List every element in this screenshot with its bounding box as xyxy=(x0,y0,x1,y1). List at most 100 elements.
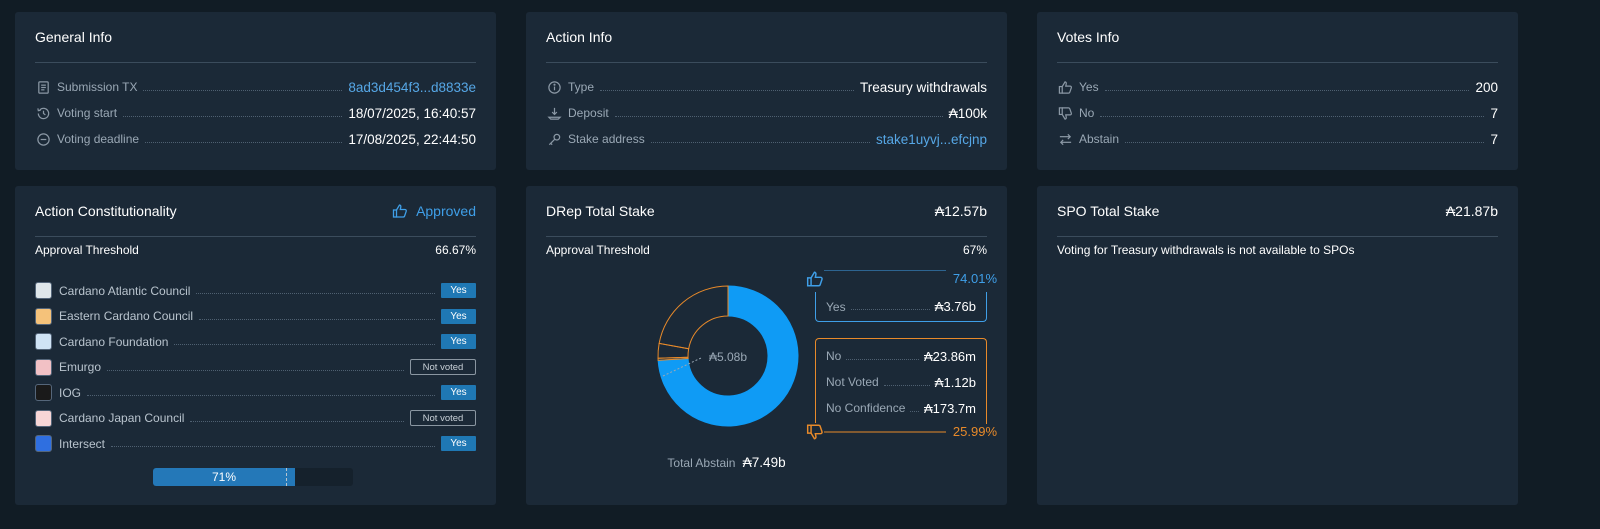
committee-member-row: Intersect Yes xyxy=(35,431,476,457)
vote-badge: Yes xyxy=(441,436,476,452)
committee-logo xyxy=(35,384,52,402)
history-icon xyxy=(35,105,51,121)
drep-threshold-row: Approval Threshold 67% xyxy=(546,243,987,257)
approval-threshold-value: 66.67% xyxy=(435,243,476,257)
action-info-title: Action Info xyxy=(546,29,613,45)
progress-fill: 71% xyxy=(153,468,295,486)
voting-deadline-value: 17/08/2025, 22:44:50 xyxy=(348,131,476,147)
committee-logo xyxy=(35,435,52,453)
no-stake-box: No ₳23.86m Not Voted ₳1.12b No Confidenc… xyxy=(815,338,987,432)
approved-status: Approved xyxy=(392,203,476,219)
votes-no-label: No xyxy=(1079,106,1095,120)
committee-logo xyxy=(35,358,52,376)
not-voted-value: ₳1.12b xyxy=(934,374,976,390)
vote-badge: Yes xyxy=(441,334,476,350)
committee-logo xyxy=(35,409,52,427)
votes-abstain-label: Abstain xyxy=(1079,132,1120,146)
key-icon xyxy=(546,131,562,147)
committee-logo xyxy=(35,282,52,300)
committee-member-row: Cardano Foundation Yes xyxy=(35,329,476,355)
drep-threshold-value: 67% xyxy=(962,243,987,257)
approved-label: Approved xyxy=(416,203,476,219)
abstain-pointer xyxy=(662,357,702,377)
votes-info-card: Votes Info Yes 200 No 7 Abstain 7 xyxy=(1037,12,1518,170)
total-abstain-label: Total Abstain xyxy=(667,456,736,470)
voting-deadline-row: Voting deadline 17/08/2025, 22:44:50 xyxy=(35,126,476,152)
approval-threshold-row: Approval Threshold 66.67% xyxy=(35,243,476,257)
general-info-title: General Info xyxy=(35,29,113,45)
yes-percent: 74.01% xyxy=(948,271,997,286)
action-info-card: Action Info Type Treasury withdrawals De… xyxy=(526,12,1007,170)
card-header: DRep Total Stake ₳12.57b xyxy=(546,186,987,237)
committee-name: Intersect xyxy=(59,436,106,451)
type-value: Treasury withdrawals xyxy=(859,79,987,95)
receipt-icon xyxy=(35,79,51,95)
yes-stake-box: Yes ₳3.76b xyxy=(815,292,987,322)
type-row: Type Treasury withdrawals xyxy=(546,74,987,100)
vote-badge: Not voted xyxy=(410,410,476,427)
committee-member-row: Eastern Cardano Council Yes xyxy=(35,304,476,330)
thumbs-up-icon xyxy=(806,270,824,288)
card-header: General Info xyxy=(35,12,476,63)
voting-start-label: Voting start xyxy=(57,106,118,120)
committee-name: Emurgo xyxy=(59,360,102,375)
stake-address-label: Stake address xyxy=(568,132,645,146)
spo-note: Voting for Treasury withdrawals is not a… xyxy=(1057,243,1355,257)
drep-donut-chart: ₳5.08b xyxy=(657,270,946,433)
yes-stake-label: Yes xyxy=(826,299,846,314)
committee-logo xyxy=(35,307,52,325)
constitutionality-title: Action Constitutionality xyxy=(35,203,177,219)
deposit-icon xyxy=(546,105,562,121)
no-percent: 25.99% xyxy=(948,424,997,439)
votes-no-value: 7 xyxy=(1490,105,1498,121)
donut-slice xyxy=(657,285,799,427)
votes-abstain-value: 7 xyxy=(1490,131,1498,147)
deposit-value: ₳100k xyxy=(948,105,987,121)
no-value: ₳23.86m xyxy=(923,348,976,364)
votes-abstain-row: Abstain 7 xyxy=(1057,126,1498,152)
votes-yes-value: 200 xyxy=(1475,79,1498,95)
committee-member-row: Cardano Atlantic Council Yes xyxy=(35,278,476,304)
vote-badge: Yes xyxy=(441,385,476,401)
stake-address-link[interactable]: stake1uyvj...efcjnp xyxy=(875,131,987,147)
no-confidence-value: ₳173.7m xyxy=(923,400,976,416)
not-voted-row: Not Voted ₳1.12b xyxy=(826,369,976,395)
approval-progress-bar: 71% xyxy=(153,468,353,486)
progress-label: 71% xyxy=(211,470,237,484)
card-header: SPO Total Stake ₳21.87b xyxy=(1057,186,1498,237)
committee-logo xyxy=(35,333,52,351)
donut-center-label: ₳5.08b xyxy=(709,350,747,364)
committee-member-row: IOG Yes xyxy=(35,380,476,406)
vote-badge: Not voted xyxy=(410,359,476,376)
minus-circle-icon xyxy=(35,131,51,147)
committee-name: Cardano Japan Council xyxy=(59,411,185,426)
voting-start-row: Voting start 18/07/2025, 16:40:57 xyxy=(35,100,476,126)
committee-name: IOG xyxy=(59,385,82,400)
card-header: Action Constitutionality Approved xyxy=(35,186,476,237)
spo-stake-card: SPO Total Stake ₳21.87b Voting for Treas… xyxy=(1037,186,1518,505)
yes-stake-value: ₳3.76b xyxy=(934,299,976,314)
votes-info-title: Votes Info xyxy=(1057,29,1120,45)
committee-member-list: Cardano Atlantic Council Yes Eastern Carda… xyxy=(35,278,476,457)
no-confidence-row: No Confidence ₳173.7m xyxy=(826,395,976,421)
thumbs-up-icon xyxy=(392,203,408,219)
swap-icon xyxy=(1057,131,1073,147)
card-header: Votes Info xyxy=(1057,12,1498,63)
no-row: No ₳23.86m xyxy=(826,343,976,369)
thumbs-up-icon xyxy=(1057,79,1073,95)
drep-stake-card: DRep Total Stake ₳12.57b Approval Thresh… xyxy=(526,186,1007,505)
general-info-card: General Info Submission TX 8ad3d454f3...… xyxy=(15,12,496,170)
committee-name: Eastern Cardano Council xyxy=(59,309,194,324)
approval-threshold-label: Approval Threshold xyxy=(35,243,139,257)
thumbs-down-icon xyxy=(806,423,824,441)
threshold-marker xyxy=(286,468,288,486)
voting-start-value: 18/07/2025, 16:40:57 xyxy=(348,105,476,121)
drep-threshold-label: Approval Threshold xyxy=(546,243,650,257)
voting-deadline-label: Voting deadline xyxy=(57,132,140,146)
type-label: Type xyxy=(568,80,595,94)
submission-tx-link[interactable]: 8ad3d454f3...d8833e xyxy=(348,79,476,95)
deposit-row: Deposit ₳100k xyxy=(546,100,987,126)
deposit-label: Deposit xyxy=(568,106,609,120)
spo-note-row: Voting for Treasury withdrawals is not a… xyxy=(1057,243,1498,257)
stake-address-row: Stake address stake1uyvj...efcjnp xyxy=(546,126,987,152)
